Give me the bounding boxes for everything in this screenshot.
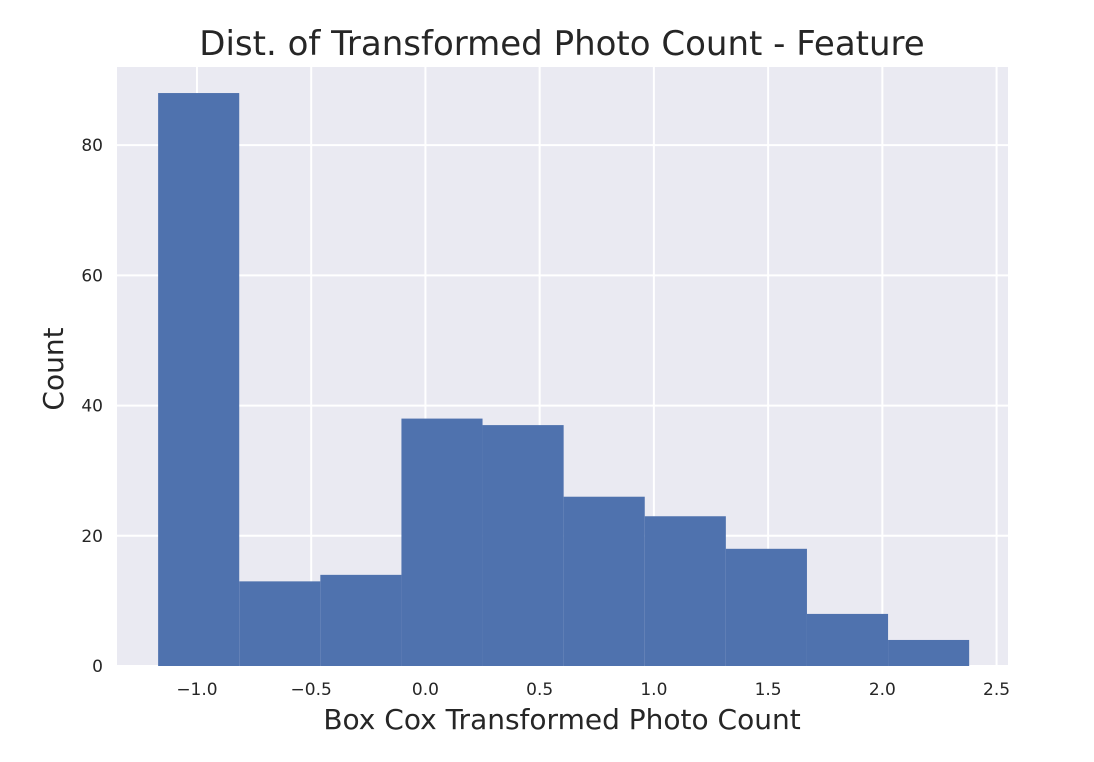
histogram-bar-2 bbox=[320, 574, 402, 666]
y-tick-label-3: 60 bbox=[81, 266, 103, 286]
histogram-bar-5 bbox=[563, 496, 645, 666]
x-tick-label-6: 2.0 bbox=[869, 680, 896, 700]
x-tick-label-2: 0.0 bbox=[412, 680, 439, 700]
x-tick-label-1: −0.5 bbox=[291, 680, 332, 700]
x-axis-title: Box Cox Transformed Photo Count bbox=[323, 703, 800, 736]
x-tick-label-4: 1.0 bbox=[640, 680, 667, 700]
histogram-bar-9 bbox=[888, 639, 970, 666]
x-tick-label-3: 0.5 bbox=[526, 680, 553, 700]
histogram-bar-4 bbox=[482, 425, 564, 666]
y-tick-labels: 0 20 40 60 80 bbox=[81, 136, 103, 677]
histogram-bar-0 bbox=[158, 93, 240, 667]
y-tick-label-2: 40 bbox=[81, 397, 103, 417]
x-tick-label-5: 1.5 bbox=[755, 680, 782, 700]
histogram-bars bbox=[158, 93, 970, 667]
histogram-bar-6 bbox=[644, 516, 726, 666]
histogram-bar-3 bbox=[401, 418, 483, 666]
chart-title: Dist. of Transformed Photo Count - Featu… bbox=[199, 24, 924, 64]
x-tick-labels: −1.0 −0.5 0.0 0.5 1.0 1.5 2.0 2.5 bbox=[176, 680, 1010, 700]
x-tick-label-0: −1.0 bbox=[176, 680, 217, 700]
histogram-bar-7 bbox=[725, 548, 807, 666]
y-axis-title: Count bbox=[37, 327, 70, 410]
histogram-bar-1 bbox=[239, 581, 321, 666]
y-tick-label-4: 80 bbox=[81, 136, 103, 156]
y-tick-label-1: 20 bbox=[81, 527, 103, 547]
x-tick-label-7: 2.5 bbox=[983, 680, 1010, 700]
histogram-bar-8 bbox=[806, 613, 889, 666]
y-tick-label-0: 0 bbox=[92, 657, 103, 677]
